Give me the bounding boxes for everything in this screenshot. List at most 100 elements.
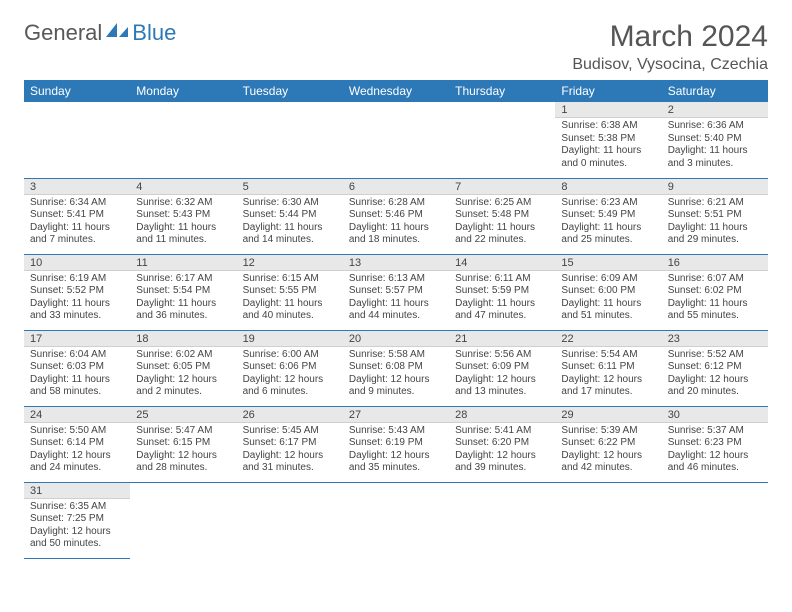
daylight-text: Daylight: 11 hours <box>136 222 230 235</box>
day-header: Sunday <box>24 80 130 102</box>
calendar-day-cell: .. <box>449 482 555 558</box>
day-details: Sunrise: 5:37 AMSunset: 6:23 PMDaylight:… <box>662 423 768 479</box>
sunset-text: Sunset: 6:17 PM <box>243 437 337 450</box>
day-number: 25 <box>130 407 236 423</box>
day-details: Sunrise: 6:23 AMSunset: 5:49 PMDaylight:… <box>555 195 661 251</box>
calendar-day-cell: 12Sunrise: 6:15 AMSunset: 5:55 PMDayligh… <box>237 254 343 330</box>
daylight-text-2: and 29 minutes. <box>668 234 762 247</box>
calendar-day-cell: .. <box>237 102 343 178</box>
daylight-text: Daylight: 12 hours <box>243 450 337 463</box>
month-title: March 2024 <box>572 20 768 54</box>
calendar-day-cell: 19Sunrise: 6:00 AMSunset: 6:06 PMDayligh… <box>237 330 343 406</box>
day-number: 2 <box>662 102 768 118</box>
daylight-text-2: and 44 minutes. <box>349 310 443 323</box>
sunrise-text: Sunrise: 6:23 AM <box>561 197 655 210</box>
daylight-text-2: and 51 minutes. <box>561 310 655 323</box>
calendar-day-cell: 26 Sunrise: 5:45 AMSunset: 6:17 PMDayligh… <box>237 406 343 482</box>
daylight-text: Daylight: 12 hours <box>136 450 230 463</box>
daylight-text: Daylight: 11 hours <box>561 145 655 158</box>
day-number: 16 <box>662 255 768 271</box>
daylight-text: Daylight: 12 hours <box>30 450 124 463</box>
daylight-text-2: and 3 minutes. <box>668 158 762 171</box>
daylight-text-2: and 40 minutes. <box>243 310 337 323</box>
sunrise-text: Sunrise: 5:50 AM <box>30 425 124 438</box>
daylight-text-2: and 55 minutes. <box>668 310 762 323</box>
sunset-text: Sunset: 6:20 PM <box>455 437 549 450</box>
day-details: Sunrise: 6:35 AMSunset: 7:25 PMDaylight:… <box>24 499 130 555</box>
sunset-text: Sunset: 6:03 PM <box>30 361 124 374</box>
day-number: 31 <box>24 483 130 499</box>
sunset-text: Sunset: 6:05 PM <box>136 361 230 374</box>
calendar-day-cell: 8Sunrise: 6:23 AMSunset: 5:49 PMDaylight… <box>555 178 661 254</box>
day-number: 27 <box>343 407 449 423</box>
calendar-day-cell: 16Sunrise: 6:07 AMSunset: 6:02 PMDayligh… <box>662 254 768 330</box>
day-number: 3 <box>24 179 130 195</box>
day-details: Sunrise: 6:38 AMSunset: 5:38 PMDaylight:… <box>555 118 661 174</box>
calendar-week-row: ..........1Sunrise: 6:38 AMSunset: 5:38 … <box>24 102 768 178</box>
location: Budisov, Vysocina, Czechia <box>572 56 768 74</box>
sunset-text: Sunset: 5:46 PM <box>349 209 443 222</box>
calendar-day-cell: 18Sunrise: 6:02 AMSunset: 6:05 PMDayligh… <box>130 330 236 406</box>
daylight-text: Daylight: 11 hours <box>30 222 124 235</box>
sunrise-text: Sunrise: 6:38 AM <box>561 120 655 133</box>
logo-text-blue: Blue <box>132 20 176 46</box>
daylight-text-2: and 50 minutes. <box>30 538 124 551</box>
day-details: Sunrise: 5:47 AMSunset: 6:15 PMDaylight:… <box>130 423 236 479</box>
calendar-week-row: 24Sunrise: 5:50 AMSunset: 6:14 PMDayligh… <box>24 406 768 482</box>
sunset-text: Sunset: 6:00 PM <box>561 285 655 298</box>
calendar-day-cell: 3Sunrise: 6:34 AMSunset: 5:41 PMDaylight… <box>24 178 130 254</box>
day-details: Sunrise: 6:09 AMSunset: 6:00 PMDaylight:… <box>555 271 661 327</box>
day-details: Sunrise: 5:52 AMSunset: 6:12 PMDaylight:… <box>662 347 768 403</box>
sunset-text: Sunset: 6:08 PM <box>349 361 443 374</box>
day-header: Saturday <box>662 80 768 102</box>
sunset-text: Sunset: 6:14 PM <box>30 437 124 450</box>
daylight-text: Daylight: 12 hours <box>455 450 549 463</box>
sunset-text: Sunset: 5:44 PM <box>243 209 337 222</box>
day-header: Tuesday <box>237 80 343 102</box>
day-number: 5 <box>237 179 343 195</box>
daylight-text-2: and 58 minutes. <box>30 386 124 399</box>
daylight-text-2: and 42 minutes. <box>561 462 655 475</box>
sunset-text: Sunset: 5:49 PM <box>561 209 655 222</box>
sunrise-text: Sunrise: 6:17 AM <box>136 273 230 286</box>
day-number: 28 <box>449 407 555 423</box>
day-details: Sunrise: 5:50 AMSunset: 6:14 PMDaylight:… <box>24 423 130 479</box>
daylight-text-2: and 25 minutes. <box>561 234 655 247</box>
daylight-text: Daylight: 12 hours <box>349 450 443 463</box>
day-details: Sunrise: 6:32 AMSunset: 5:43 PMDaylight:… <box>130 195 236 251</box>
day-number: 11 <box>130 255 236 271</box>
calendar-day-cell: 5Sunrise: 6:30 AMSunset: 5:44 PMDaylight… <box>237 178 343 254</box>
day-details: Sunrise: 6:21 AMSunset: 5:51 PMDaylight:… <box>662 195 768 251</box>
day-details: Sunrise: 6:19 AMSunset: 5:52 PMDaylight:… <box>24 271 130 327</box>
calendar-day-cell: 7Sunrise: 6:25 AMSunset: 5:48 PMDaylight… <box>449 178 555 254</box>
calendar-week-row: 17Sunrise: 6:04 AMSunset: 6:03 PMDayligh… <box>24 330 768 406</box>
day-details: Sunrise: 6:34 AMSunset: 5:41 PMDaylight:… <box>24 195 130 251</box>
sunset-text: Sunset: 6:23 PM <box>668 437 762 450</box>
sunset-text: Sunset: 5:41 PM <box>30 209 124 222</box>
day-number: 12 <box>237 255 343 271</box>
day-details: Sunrise: 6:07 AMSunset: 6:02 PMDaylight:… <box>662 271 768 327</box>
day-number: 29 <box>555 407 661 423</box>
daylight-text: Daylight: 12 hours <box>561 450 655 463</box>
sunrise-text: Sunrise: 5:47 AM <box>136 425 230 438</box>
day-details: Sunrise: 6:04 AMSunset: 6:03 PMDaylight:… <box>24 347 130 403</box>
calendar-day-cell: 25Sunrise: 5:47 AMSunset: 6:15 PMDayligh… <box>130 406 236 482</box>
sunrise-text: Sunrise: 6:28 AM <box>349 197 443 210</box>
sunset-text: Sunset: 5:54 PM <box>136 285 230 298</box>
day-details: Sunrise: 6:25 AMSunset: 5:48 PMDaylight:… <box>449 195 555 251</box>
day-number: 26 <box>237 407 343 423</box>
daylight-text: Daylight: 12 hours <box>136 374 230 387</box>
daylight-text: Daylight: 12 hours <box>30 526 124 539</box>
sunset-text: Sunset: 6:09 PM <box>455 361 549 374</box>
day-number: 13 <box>343 255 449 271</box>
calendar-day-cell: 9Sunrise: 6:21 AMSunset: 5:51 PMDaylight… <box>662 178 768 254</box>
sunrise-text: Sunrise: 5:45 AM <box>243 425 337 438</box>
day-number: 14 <box>449 255 555 271</box>
sunset-text: Sunset: 5:52 PM <box>30 285 124 298</box>
daylight-text-2: and 39 minutes. <box>455 462 549 475</box>
day-header: Monday <box>130 80 236 102</box>
day-details: Sunrise: 5:54 AMSunset: 6:11 PMDaylight:… <box>555 347 661 403</box>
day-details: Sunrise: 5:58 AMSunset: 6:08 PMDaylight:… <box>343 347 449 403</box>
calendar-day-cell: .. <box>343 482 449 558</box>
day-header: Thursday <box>449 80 555 102</box>
